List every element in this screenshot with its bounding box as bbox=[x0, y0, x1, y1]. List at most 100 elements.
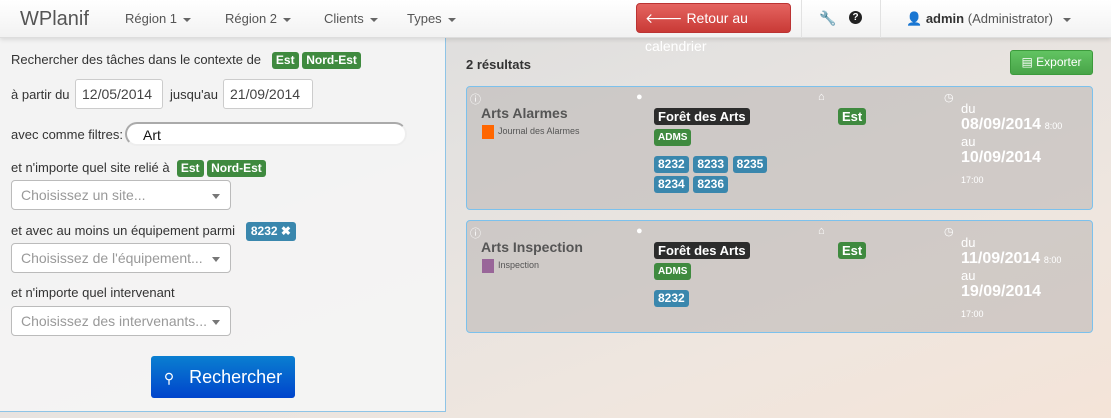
tag-badge: ADMS bbox=[654, 263, 692, 280]
wrench-icon[interactable]: 🔧 bbox=[819, 10, 837, 26]
user-icon: 👤 bbox=[906, 11, 923, 26]
caret-down-icon bbox=[212, 320, 220, 325]
site-badge: Forêt des Arts bbox=[654, 108, 750, 125]
end-date: 10/09/2014 bbox=[961, 149, 1042, 166]
context-label: Rechercher des tâches dans le contexte d… bbox=[11, 52, 262, 67]
from-label: à partir du bbox=[11, 87, 70, 102]
context-badge: Est bbox=[271, 52, 299, 69]
type-label: Inspection bbox=[498, 260, 540, 270]
placeholder: Choisissez un site... bbox=[21, 187, 146, 203]
equipment-select[interactable]: Choisissez de l'équipement... bbox=[11, 243, 231, 273]
date-column: du 11/09/2014 8:00 au 19/09/2014 17:00 bbox=[961, 235, 1061, 320]
info-icon: ⓘ bbox=[470, 228, 481, 240]
remove-icon[interactable]: ✖ bbox=[280, 224, 291, 238]
type-color-swatch bbox=[482, 258, 494, 273]
end-date: 19/09/2014 bbox=[961, 283, 1042, 300]
map-marker-icon: ● bbox=[636, 225, 643, 237]
task-type: Journal des Alarmes bbox=[482, 124, 580, 139]
menu-clients[interactable]: Clients bbox=[324, 11, 378, 26]
caret-down-icon bbox=[447, 17, 456, 22]
task-title[interactable]: Arts Inspection bbox=[481, 239, 583, 255]
equipment-list: 8232 bbox=[654, 290, 750, 310]
context-badge: Nord-Est bbox=[302, 52, 361, 69]
search-icon: ⚲ bbox=[163, 370, 175, 386]
task-title[interactable]: Arts Alarmes bbox=[481, 105, 568, 121]
start-date: 11/09/2014 bbox=[961, 250, 1041, 267]
home-icon: ⌂ bbox=[818, 225, 825, 237]
username: admin bbox=[925, 11, 965, 26]
divider bbox=[801, 0, 802, 38]
search-panel: Rechercher des tâches dans le contexte d… bbox=[0, 38, 446, 412]
equip-row: et avec au moins un équipement parmi 823… bbox=[11, 222, 296, 241]
site-badge: Forêt des Arts bbox=[654, 242, 750, 259]
start-date: 08/09/2014 bbox=[961, 116, 1042, 133]
to-label: jusqu'au bbox=[170, 87, 219, 102]
brand-logo[interactable]: WPlanif bbox=[20, 8, 89, 30]
start-time: 8:00 bbox=[1044, 121, 1063, 131]
search-button[interactable]: ⚲ Rechercher bbox=[151, 356, 295, 398]
filter-input[interactable]: Art bbox=[125, 122, 407, 146]
equip-badge: 8232 ✖ bbox=[245, 222, 296, 241]
from-date-input[interactable]: 12/05/2014 bbox=[75, 79, 163, 109]
caret-down-icon bbox=[283, 17, 292, 22]
menu-region-2[interactable]: Région 2 bbox=[225, 11, 292, 26]
menu-label: Types bbox=[407, 11, 442, 26]
clock-icon: ◷ bbox=[944, 92, 954, 104]
equipment-badge: 8235 bbox=[732, 156, 768, 173]
caret-down-icon bbox=[369, 17, 378, 22]
result-card[interactable]: ⓘ ● ⌂ ◷ Arts Inspection Inspection Forêt… bbox=[466, 220, 1093, 333]
au-label: au bbox=[961, 268, 976, 283]
home-icon: ⌂ bbox=[818, 91, 825, 103]
site-column: Forêt des Arts ADMS 8232 bbox=[654, 242, 750, 310]
list-icon: ▤ bbox=[1021, 55, 1033, 69]
equipment-badge: 8232 bbox=[654, 290, 689, 307]
equipment-list: 8232 8233 8235 8234 8236 bbox=[654, 156, 768, 196]
equipment-badge: 8232 bbox=[654, 156, 689, 173]
menu-region-1[interactable]: Région 1 bbox=[125, 11, 192, 26]
result-card[interactable]: ⓘ ● ⌂ ◷ Arts Alarmes Journal des Alarmes… bbox=[466, 86, 1093, 210]
user-menu[interactable]: 👤 admin (Administrator) bbox=[906, 11, 1071, 27]
region-badge: Est bbox=[838, 108, 867, 125]
site-row: et n'importe quel site relié à Est Nord-… bbox=[11, 160, 266, 177]
divider bbox=[880, 0, 881, 38]
filter-label: avec comme filtres: bbox=[11, 127, 123, 142]
placeholder: Choisissez des intervenants... bbox=[21, 313, 207, 329]
navbar: WPlanif Région 1 Région 2 Clients Types … bbox=[0, 0, 1111, 54]
region-badge: Est bbox=[838, 242, 867, 259]
site-column: Forêt des Arts ADMS 8232 8233 8235 8234 … bbox=[654, 108, 768, 196]
equipment-badge: 8233 bbox=[693, 156, 729, 173]
export-button[interactable]: ▤ Exporter bbox=[1010, 50, 1093, 75]
region-column: Est bbox=[838, 242, 867, 259]
site-badge: Nord-Est bbox=[207, 160, 266, 177]
du-label: du bbox=[961, 101, 976, 116]
button-label: Retour au calendrier bbox=[645, 10, 748, 54]
date-column: du 08/09/2014 8:00 au 10/09/2014 17:00 bbox=[961, 101, 1062, 186]
map-marker-icon: ● bbox=[636, 91, 643, 103]
intervenant-label: et n'importe quel intervenant bbox=[11, 285, 175, 300]
intervenant-select[interactable]: Choisissez des intervenants... bbox=[11, 306, 231, 336]
type-label: Journal des Alarmes bbox=[498, 126, 580, 136]
equipment-badge: 8236 bbox=[693, 176, 729, 193]
end-time: 17:00 bbox=[961, 175, 984, 185]
caret-down-icon bbox=[183, 17, 192, 22]
arrow-left-icon: 🡐 bbox=[645, 10, 683, 26]
to-date-input[interactable]: 21/09/2014 bbox=[223, 79, 313, 109]
button-label: Rechercher bbox=[189, 367, 283, 387]
caret-down-icon bbox=[212, 194, 220, 199]
start-time: 8:00 bbox=[1043, 255, 1062, 265]
caret-down-icon bbox=[1062, 17, 1071, 22]
menu-label: Région 1 bbox=[125, 11, 178, 26]
results-count: 2 résultats bbox=[466, 57, 532, 72]
site-select[interactable]: Choisissez un site... bbox=[11, 180, 231, 210]
back-to-calendar-button[interactable]: 🡐 Retour au calendrier bbox=[636, 3, 791, 54]
badge-label: 8232 bbox=[250, 224, 278, 238]
help-icon[interactable]: ? bbox=[849, 11, 862, 24]
menu-label: Clients bbox=[324, 11, 364, 26]
end-time: 17:00 bbox=[961, 309, 984, 319]
task-type: Inspection bbox=[482, 258, 539, 273]
equip-label: et avec au moins un équipement parmi bbox=[11, 223, 236, 238]
site-badge: Est bbox=[176, 160, 204, 177]
placeholder: Choisissez de l'équipement... bbox=[21, 250, 203, 266]
menu-types[interactable]: Types bbox=[407, 11, 456, 26]
region-column: Est bbox=[838, 108, 867, 125]
